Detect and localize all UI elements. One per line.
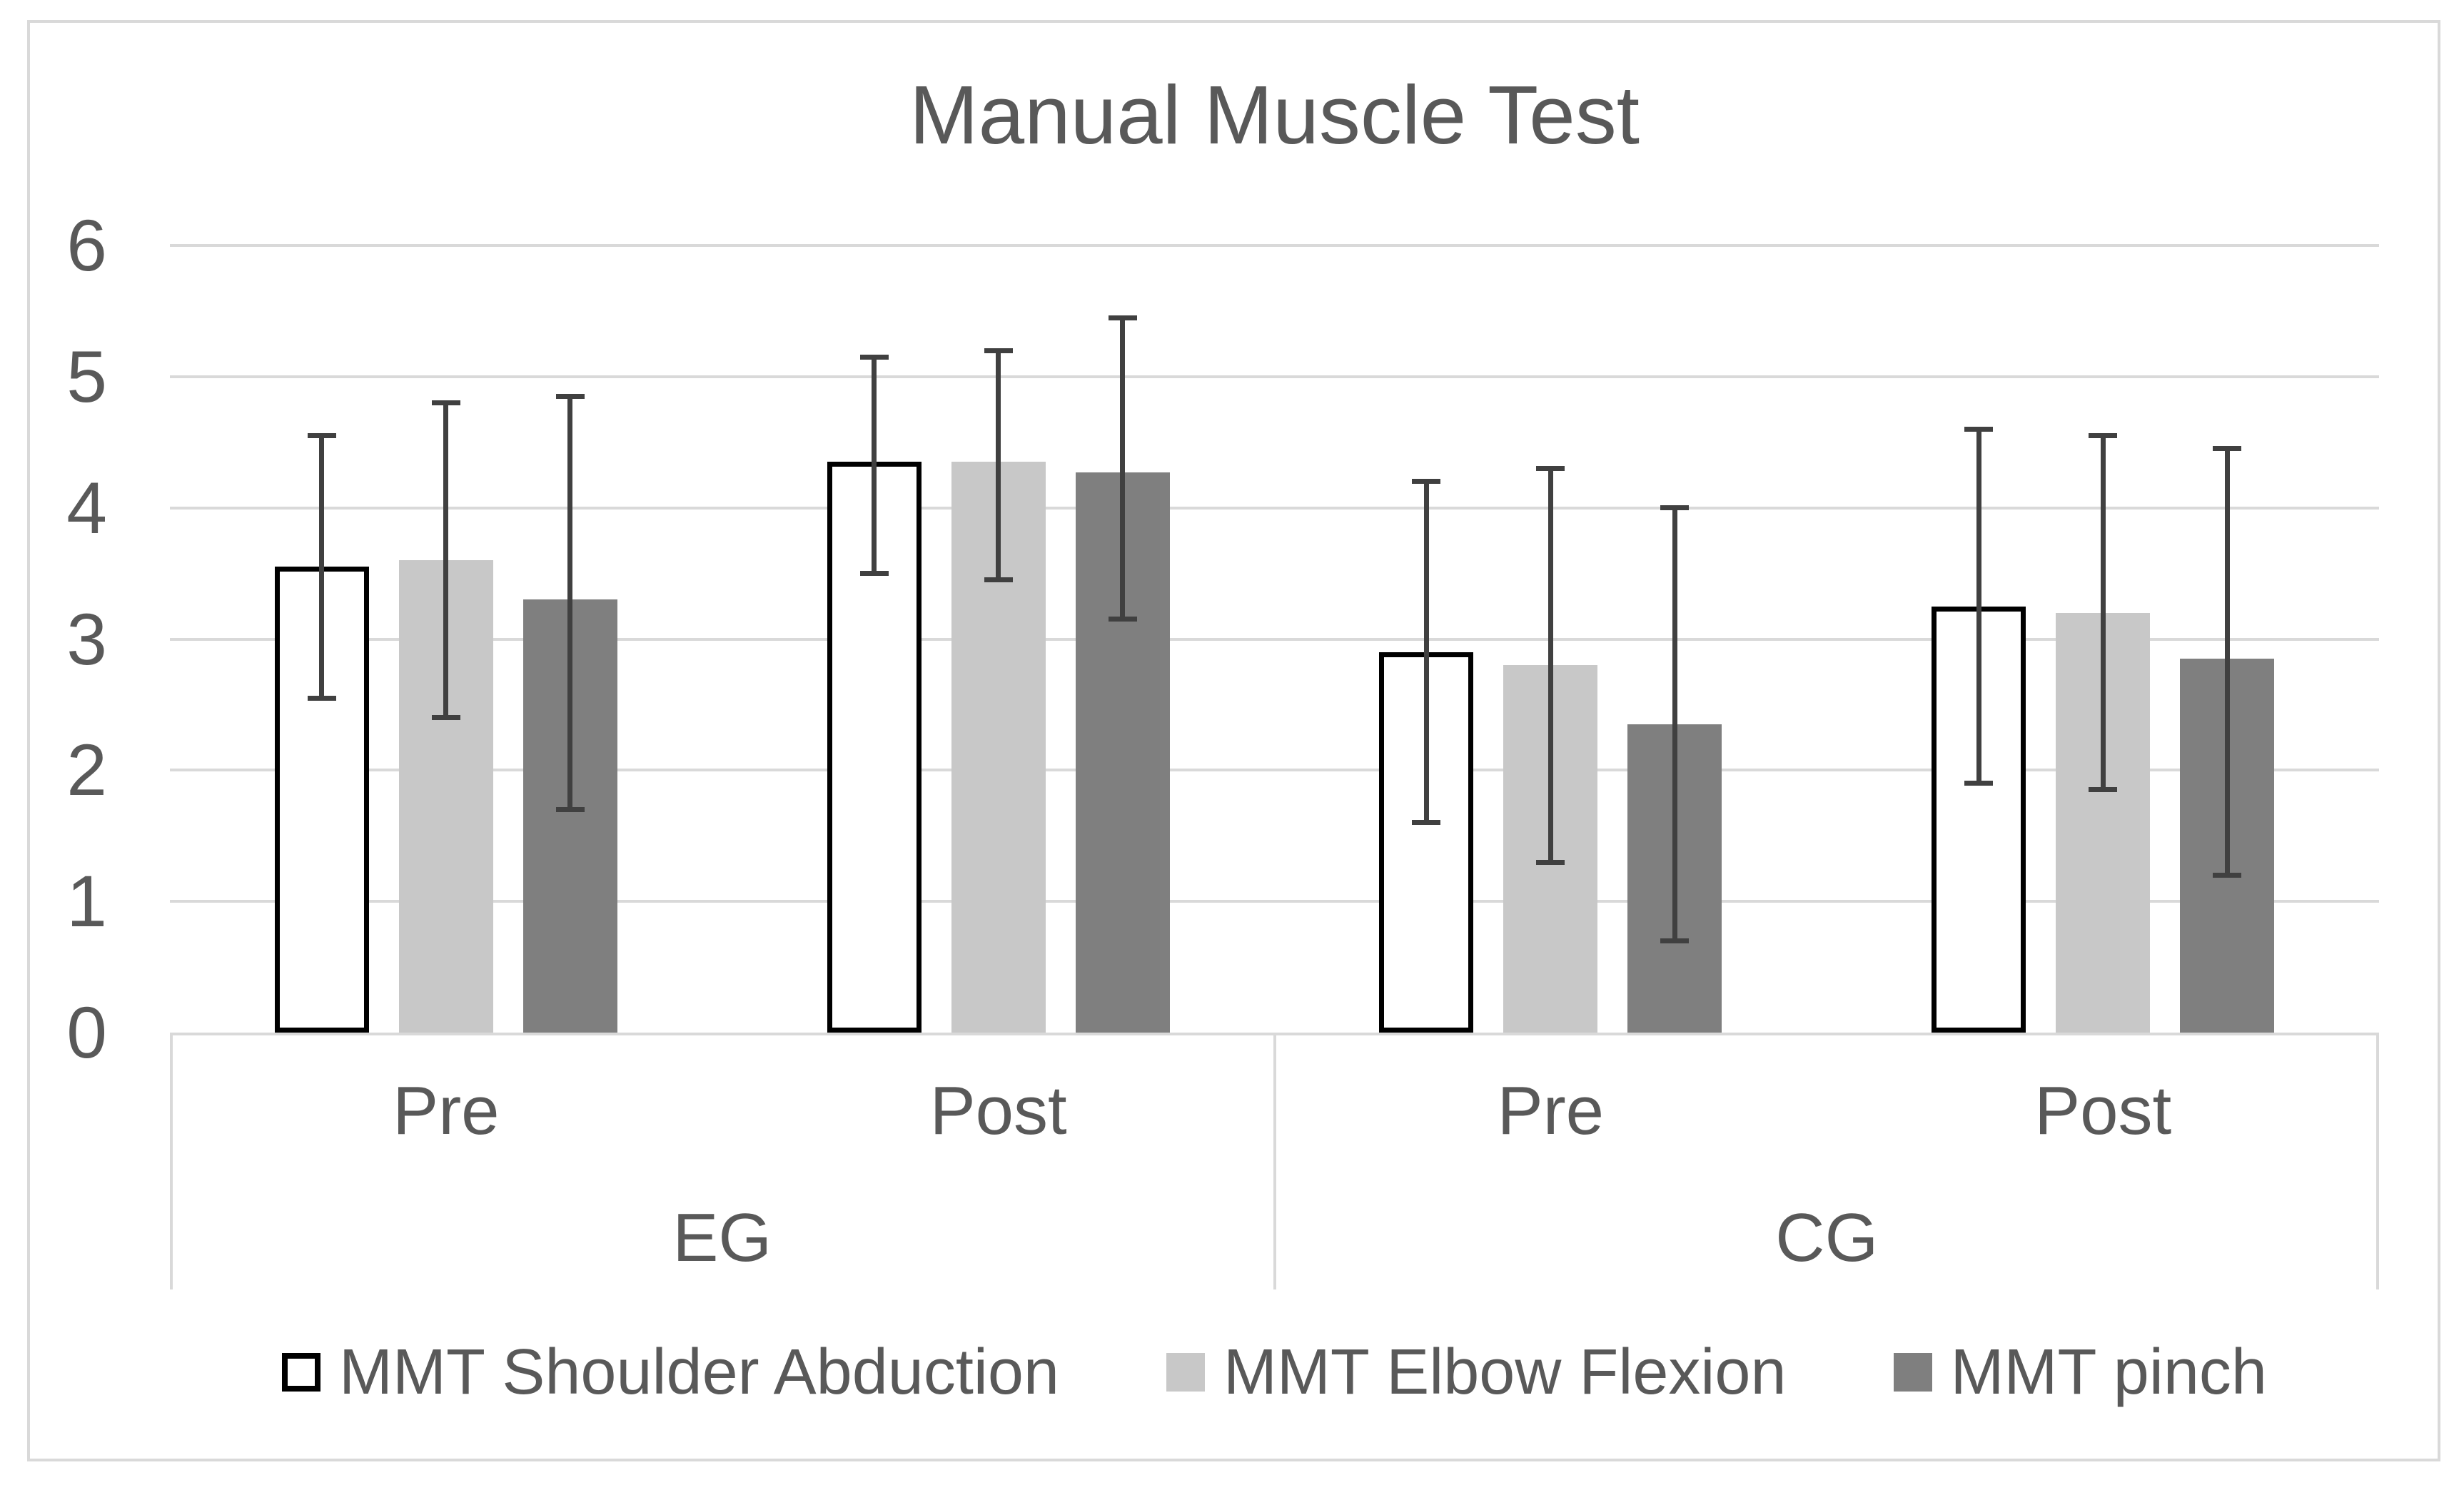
category-axis-right-border — [2376, 1035, 2379, 1289]
y-tick-label-3: 3 — [66, 598, 107, 680]
legend-label-mmt-elbow-flexion: MMT Elbow Flexion — [1223, 1336, 1787, 1408]
condition-label-cg-post: Post — [2034, 1073, 2172, 1149]
gridline-1 — [170, 900, 2379, 903]
legend-label-mmt-shoulder-abduction: MMT Shoulder Abduction — [339, 1336, 1059, 1408]
error-cap-bottom-cg-post-mmt-pinch — [2213, 872, 2242, 878]
error-cap-bottom-cg-post-mmt-shoulder-abduction — [1964, 781, 1994, 786]
category-axis-left-border — [170, 1035, 173, 1289]
error-cap-top-eg-pre-mmt-shoulder-abduction — [307, 433, 336, 439]
error-bar-cg-post-mmt-shoulder-abduction — [1976, 429, 1981, 784]
error-bar-eg-post-mmt-shoulder-abduction — [872, 357, 877, 574]
legend-marker-mmt-elbow-flexion — [1166, 1353, 1205, 1392]
condition-label-eg-post: Post — [929, 1073, 1067, 1149]
group-label-cg: CG — [1775, 1200, 1879, 1276]
error-cap-top-eg-post-mmt-elbow-flexion — [984, 348, 1013, 353]
error-cap-bottom-eg-post-mmt-shoulder-abduction — [859, 571, 889, 577]
legend-item-mmt-elbow-flexion: MMT Elbow Flexion — [1166, 1336, 1787, 1409]
chart-title: Manual Muscle Test — [909, 69, 1640, 161]
legend-item-mmt-pinch: MMT pinch — [1893, 1336, 2267, 1409]
error-cap-bottom-eg-post-mmt-elbow-flexion — [984, 577, 1013, 583]
gridline-3 — [170, 637, 2379, 641]
error-bar-eg-post-mmt-elbow-flexion — [996, 350, 1001, 580]
error-bar-cg-pre-mmt-shoulder-abduction — [1423, 481, 1429, 823]
error-cap-bottom-cg-post-mmt-elbow-flexion — [2089, 787, 2118, 793]
y-axis: 0 1 2 3 4 5 6 — [0, 0, 107, 1485]
error-cap-top-cg-post-mmt-elbow-flexion — [2089, 433, 2118, 439]
error-bar-eg-pre-mmt-pinch — [567, 396, 573, 810]
error-cap-bottom-cg-pre-mmt-shoulder-abduction — [1412, 820, 1441, 826]
bar-group-eg-post — [722, 245, 1275, 1033]
gridline-6 — [170, 244, 2379, 247]
y-tick-label-5: 5 — [66, 335, 107, 417]
error-cap-top-cg-pre-mmt-elbow-flexion — [1536, 466, 1565, 472]
error-bar-cg-post-mmt-pinch — [2224, 448, 2230, 876]
gridline-2 — [170, 769, 2379, 772]
y-tick-label-4: 4 — [66, 467, 107, 549]
plot-area — [170, 244, 2379, 1035]
legend-item-mmt-shoulder-abduction: MMT Shoulder Abduction — [282, 1336, 1059, 1409]
error-cap-top-cg-post-mmt-pinch — [2213, 446, 2242, 452]
error-cap-bottom-eg-pre-mmt-elbow-flexion — [431, 715, 460, 721]
y-tick-label-1: 1 — [66, 861, 107, 943]
error-cap-bottom-cg-pre-mmt-pinch — [1660, 938, 1690, 943]
category-axis: Pre Post Pre Post EG CG — [170, 1035, 2379, 1289]
error-bar-eg-post-mmt-pinch — [1120, 318, 1126, 619]
error-cap-bottom-eg-post-mmt-pinch — [1108, 617, 1137, 622]
y-tick-label-0: 0 — [66, 992, 107, 1073]
legend-marker-mmt-pinch — [1893, 1353, 1932, 1392]
bar-group-cg-post — [1827, 245, 2379, 1033]
legend-label-mmt-pinch: MMT pinch — [1950, 1336, 2267, 1408]
group-divider — [1273, 1035, 1276, 1289]
error-cap-top-eg-pre-mmt-elbow-flexion — [431, 400, 460, 406]
bar-group-cg-pre — [1275, 245, 1827, 1033]
error-bar-cg-pre-mmt-elbow-flexion — [1547, 468, 1553, 863]
error-cap-top-cg-post-mmt-shoulder-abduction — [1964, 426, 1994, 432]
legend: MMT Shoulder Abduction MMT Elbow Flexion M… — [170, 1326, 2379, 1419]
condition-label-cg-pre: Pre — [1497, 1073, 1605, 1149]
figure-border — [27, 20, 2440, 1461]
error-cap-top-eg-post-mmt-pinch — [1108, 315, 1137, 320]
error-cap-top-eg-post-mmt-shoulder-abduction — [859, 354, 889, 360]
error-bar-cg-post-mmt-elbow-flexion — [2100, 435, 2106, 790]
gridline-4 — [170, 506, 2379, 510]
error-cap-bottom-cg-pre-mmt-elbow-flexion — [1536, 859, 1565, 865]
error-cap-bottom-eg-pre-mmt-shoulder-abduction — [307, 695, 336, 701]
condition-label-eg-pre: Pre — [393, 1073, 500, 1149]
error-cap-top-cg-pre-mmt-pinch — [1660, 505, 1690, 511]
error-bar-cg-pre-mmt-pinch — [1672, 507, 1677, 941]
y-tick-label-6: 6 — [66, 205, 107, 286]
error-bar-eg-pre-mmt-elbow-flexion — [443, 402, 449, 718]
error-cap-top-eg-pre-mmt-pinch — [555, 393, 585, 399]
error-bar-eg-pre-mmt-shoulder-abduction — [319, 435, 325, 699]
group-label-eg: EG — [672, 1200, 772, 1276]
error-cap-top-cg-pre-mmt-shoulder-abduction — [1412, 479, 1441, 485]
legend-marker-mmt-shoulder-abduction — [282, 1353, 321, 1392]
error-cap-bottom-eg-pre-mmt-pinch — [555, 806, 585, 812]
bar-group-eg-pre — [170, 245, 722, 1033]
gridline-5 — [170, 375, 2379, 378]
y-tick-label-2: 2 — [66, 729, 107, 811]
